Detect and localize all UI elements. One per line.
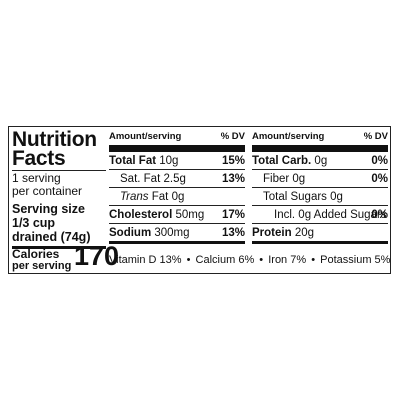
nutrient-column-left: Amount/serving % DV Total Fat 10g 15% Sa… — [109, 131, 245, 244]
iron: Iron 7% — [268, 254, 307, 266]
nutrient-row-sat-fat: Sat. Fat 2.5g 13% — [109, 170, 245, 188]
nutrient-row-total-fat: Total Fat 10g 15% — [109, 152, 245, 170]
column-header: Amount/serving % DV — [252, 131, 388, 143]
vitamin-d: Vitamin D 13% — [109, 254, 182, 266]
dv-header: % DV — [220, 131, 245, 142]
separator: • — [259, 254, 264, 266]
dv-header: % DV — [363, 131, 388, 142]
nutrient-amount: 0g — [171, 191, 185, 203]
serving-size: Serving size 1/3 cup drained (74g) — [12, 202, 91, 244]
divider — [12, 170, 106, 171]
nutrient-name: Fiber — [263, 173, 290, 185]
calcium: Calcium 6% — [195, 254, 255, 266]
nutrient-name: Total Fat — [109, 155, 157, 167]
calories-label-text: Calories — [12, 247, 60, 261]
serving-size-line-1: Serving size — [12, 202, 85, 216]
nutrient-dv: 0% — [371, 173, 388, 185]
nutrient-dv: 0% — [371, 209, 388, 221]
nutrient-name: Total Sugars — [263, 191, 327, 203]
nutrient-name: Protein — [252, 227, 292, 239]
nutrient-dv: 17% — [221, 209, 245, 221]
nutrition-facts-title: Nutrition Facts — [12, 128, 106, 170]
calories-sub-text: per serving — [12, 260, 72, 272]
nutrient-amount: 300mg — [154, 227, 190, 239]
nutrient-amount: 20g — [294, 227, 315, 239]
nutrient-dv: 15% — [221, 155, 245, 167]
nutrient-row-trans-fat: Trans Fat 0g — [109, 188, 245, 206]
serving-size-line-2: 1/3 cup — [12, 216, 56, 230]
servings-line-1: 1 serving — [12, 171, 61, 185]
nutrient-row-cholesterol: Cholesterol 50mg 17% — [109, 206, 245, 224]
nutrient-name: Incl. — [274, 209, 296, 221]
nutrient-dv: 13% — [221, 173, 245, 185]
nutrient-row-protein: Protein 20g — [252, 224, 388, 244]
calories-value: 170 — [74, 241, 120, 271]
nutrient-name: Sodium — [109, 227, 152, 239]
amount-header: Amount/serving — [252, 131, 325, 142]
nutrient-row-total-sugars: Total Sugars 0g — [252, 188, 388, 206]
amount-header: Amount/serving — [109, 131, 182, 142]
header-bar — [252, 145, 388, 152]
nutrient-amount: 2.5g — [163, 173, 186, 185]
nutrient-amount: 0g — [314, 155, 328, 167]
nutrient-amount: 0g — [292, 173, 306, 185]
calories-label: Calories per serving — [12, 248, 71, 272]
nutrient-amount: 0g Added Sugars — [298, 209, 387, 221]
column-header: Amount/serving % DV — [109, 131, 245, 143]
nutrition-facts-label: Nutrition Facts 1 serving per container … — [8, 126, 391, 274]
nutrient-amount: 0g — [330, 191, 343, 203]
title-line-2: Facts — [12, 147, 66, 170]
servings-line-2: per container — [12, 184, 83, 198]
potassium: Potassium 5% — [320, 254, 391, 266]
nutrient-name: Sat. Fat — [120, 173, 161, 185]
separator: • — [311, 254, 316, 266]
nutrient-amount: 50mg — [175, 209, 205, 221]
vitamins-minerals-row: Vitamin D 13% • Calcium 6% • Iron 7% • P… — [109, 254, 391, 266]
nutrient-dv: 0% — [371, 155, 388, 167]
nutrient-row-total-carb: Total Carb. 0g 0% — [252, 152, 388, 170]
nutrient-amount: 10g — [159, 155, 179, 167]
nutrient-row-fiber: Fiber 0g 0% — [252, 170, 388, 188]
serving-size-line-3: drained (74g) — [12, 230, 91, 244]
header-bar — [109, 145, 245, 152]
nutrient-row-sodium: Sodium 300mg 13% — [109, 224, 245, 244]
nutrient-name: Trans — [120, 191, 149, 203]
facts-panel: Nutrition Facts 1 serving per container … — [12, 127, 119, 272]
nutrient-name: Cholesterol — [109, 209, 173, 221]
nutrient-row-added-sugars: Incl. 0g Added Sugars 0% — [252, 206, 388, 224]
title-line-1: Nutrition — [12, 128, 97, 151]
nutrient-column-right: Amount/serving % DV Total Carb. 0g 0% Fi… — [252, 131, 388, 244]
separator: • — [186, 254, 191, 266]
nutrient-name: Total Carb. — [252, 155, 312, 167]
nutrient-name-suffix: Fat — [151, 191, 169, 203]
nutrient-dv: 13% — [221, 227, 245, 239]
servings-per-container: 1 serving per container — [12, 172, 82, 198]
divider-thick — [12, 246, 106, 249]
